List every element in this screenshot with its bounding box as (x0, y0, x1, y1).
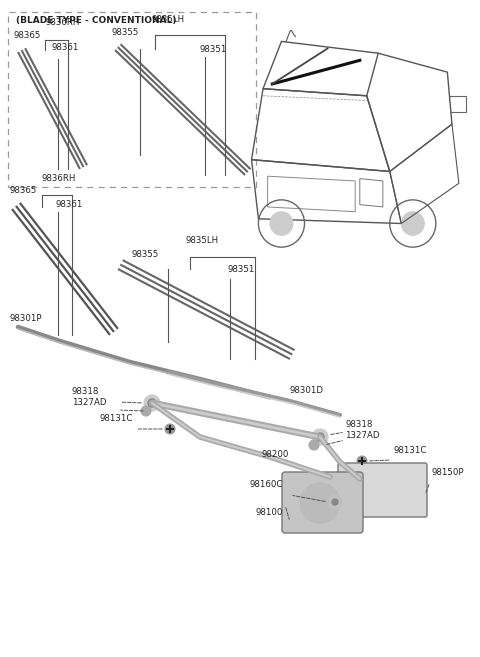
Text: 98200: 98200 (262, 450, 289, 459)
Text: 98301P: 98301P (10, 314, 43, 323)
Text: 9835LH: 9835LH (152, 15, 185, 24)
Text: 98351: 98351 (228, 265, 255, 274)
Text: 98100: 98100 (255, 508, 282, 517)
Text: 98318: 98318 (72, 387, 99, 396)
Circle shape (332, 499, 338, 505)
Text: (BLADE TYPE - CONVENTIONAL): (BLADE TYPE - CONVENTIONAL) (16, 16, 177, 25)
Text: 1327AD: 1327AD (345, 431, 380, 440)
Text: 98355: 98355 (132, 250, 159, 259)
Text: 98361: 98361 (55, 200, 83, 209)
Circle shape (300, 483, 340, 523)
Text: 98318: 98318 (345, 420, 372, 429)
Text: 98355: 98355 (112, 28, 139, 37)
Circle shape (328, 495, 342, 509)
Text: 98301D: 98301D (290, 386, 324, 395)
Text: 9836RH: 9836RH (45, 18, 79, 27)
Circle shape (357, 456, 367, 466)
Text: 98365: 98365 (14, 31, 41, 40)
Text: 98131C: 98131C (100, 414, 133, 423)
Text: 98361: 98361 (52, 43, 79, 52)
FancyBboxPatch shape (282, 472, 363, 533)
Text: 98365: 98365 (10, 186, 37, 195)
Text: 9836RH: 9836RH (42, 174, 76, 183)
Text: 9835LH: 9835LH (185, 236, 218, 245)
Circle shape (165, 424, 175, 434)
Circle shape (316, 433, 324, 441)
Circle shape (148, 399, 156, 407)
Text: 1327AD: 1327AD (72, 398, 107, 407)
Text: 98351: 98351 (200, 45, 228, 54)
Circle shape (270, 212, 293, 235)
FancyBboxPatch shape (338, 463, 427, 517)
Text: 98150P: 98150P (432, 468, 465, 477)
Text: 98160C: 98160C (250, 480, 283, 489)
Text: 98131C: 98131C (393, 446, 426, 455)
Circle shape (141, 406, 151, 416)
Circle shape (144, 395, 160, 411)
Circle shape (401, 212, 424, 235)
Circle shape (312, 429, 328, 445)
Circle shape (309, 440, 319, 450)
